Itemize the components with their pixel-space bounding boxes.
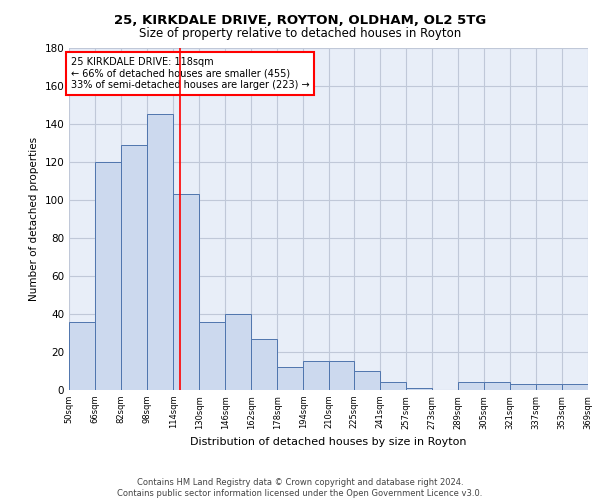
Text: Size of property relative to detached houses in Royton: Size of property relative to detached ho… xyxy=(139,28,461,40)
Bar xyxy=(536,384,562,390)
Bar xyxy=(225,314,251,390)
Bar xyxy=(121,144,147,390)
Bar xyxy=(251,338,277,390)
Bar xyxy=(354,371,380,390)
Bar xyxy=(95,162,121,390)
Y-axis label: Number of detached properties: Number of detached properties xyxy=(29,136,39,301)
Bar xyxy=(562,384,588,390)
Bar xyxy=(173,194,199,390)
Bar xyxy=(147,114,173,390)
Bar xyxy=(329,362,354,390)
Text: 25 KIRKDALE DRIVE: 118sqm
← 66% of detached houses are smaller (455)
33% of semi: 25 KIRKDALE DRIVE: 118sqm ← 66% of detac… xyxy=(71,57,309,90)
Bar xyxy=(199,322,225,390)
Bar xyxy=(303,362,329,390)
Text: 25, KIRKDALE DRIVE, ROYTON, OLDHAM, OL2 5TG: 25, KIRKDALE DRIVE, ROYTON, OLDHAM, OL2 … xyxy=(114,14,486,27)
Bar xyxy=(510,384,536,390)
Bar xyxy=(406,388,432,390)
Bar xyxy=(484,382,510,390)
Text: Contains HM Land Registry data © Crown copyright and database right 2024.
Contai: Contains HM Land Registry data © Crown c… xyxy=(118,478,482,498)
X-axis label: Distribution of detached houses by size in Royton: Distribution of detached houses by size … xyxy=(190,437,467,447)
Bar xyxy=(380,382,406,390)
Bar xyxy=(458,382,484,390)
Bar xyxy=(69,322,95,390)
Bar xyxy=(277,367,303,390)
